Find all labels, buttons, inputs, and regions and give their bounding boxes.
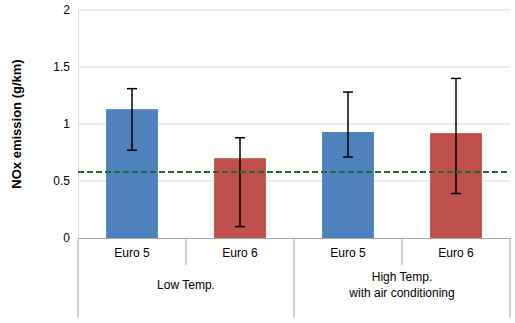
error-bar-cap-low (451, 193, 461, 195)
x-tick: Euro 5 (330, 238, 366, 260)
error-bar-cap-low (343, 156, 353, 158)
y-axis-title: NOx emission (g/km) (9, 59, 24, 188)
error-bar-stem (239, 138, 241, 227)
error-bar-cap-low (235, 226, 245, 228)
grid-line (78, 10, 510, 11)
category-separators (78, 238, 510, 318)
y-tick-label: 2 (63, 3, 70, 17)
group-label: High Temp. with air conditioning (348, 270, 454, 300)
error-bar-cap-high (451, 78, 461, 80)
y-tick-label: 1.5 (53, 60, 70, 74)
separator (78, 238, 79, 318)
y-tick: 0 (63, 231, 78, 245)
y-axis-line (78, 11, 79, 239)
y-axis: 0 0.5 1 1.5 2 (53, 3, 78, 245)
y-tick: 1.5 (53, 60, 78, 74)
y-tick: 2 (63, 3, 78, 17)
error-bar (235, 138, 245, 227)
group-label-line: with air conditioning (348, 286, 454, 300)
error-bar-stem (455, 78, 457, 193)
y-tick-label: 0 (63, 231, 70, 245)
x-tick-label: Euro 5 (114, 246, 150, 260)
error-bar (451, 78, 461, 193)
plot-area (78, 78, 510, 238)
x-tick-label: Euro 6 (438, 246, 474, 260)
y-tick: 0.5 (53, 174, 78, 188)
separator (294, 238, 295, 318)
chart: 0 0.5 1 1.5 2 NOx emission (g/km) Euro 5 Euro 6… (0, 0, 515, 323)
error-bar-stem (131, 89, 133, 151)
error-bar-cap-high (127, 88, 137, 90)
error-bar-cap-high (343, 91, 353, 93)
separator (510, 238, 511, 318)
error-bar (127, 89, 137, 151)
x-tick: Euro 6 (438, 238, 474, 260)
group-label-line: Low Temp. (157, 278, 215, 292)
y-tick-label: 1 (63, 117, 70, 131)
y-tick-label: 0.5 (53, 174, 70, 188)
error-bar-cap-high (235, 137, 245, 139)
group-label-line: High Temp. (372, 270, 432, 284)
error-bar-cap-low (127, 149, 137, 151)
x-tick-label: Euro 6 (222, 246, 258, 260)
y-tick: 1 (63, 117, 78, 131)
group-label: Low Temp. (157, 278, 215, 292)
separator (186, 238, 187, 265)
x-tick: Euro 5 (114, 238, 150, 260)
threshold-line (78, 171, 510, 173)
x-tick-label: Euro 5 (330, 246, 366, 260)
error-bar (343, 92, 353, 157)
error-bar-stem (347, 92, 349, 157)
x-tick: Euro 6 (222, 238, 258, 260)
separator (402, 238, 403, 265)
grid-line (78, 67, 510, 68)
